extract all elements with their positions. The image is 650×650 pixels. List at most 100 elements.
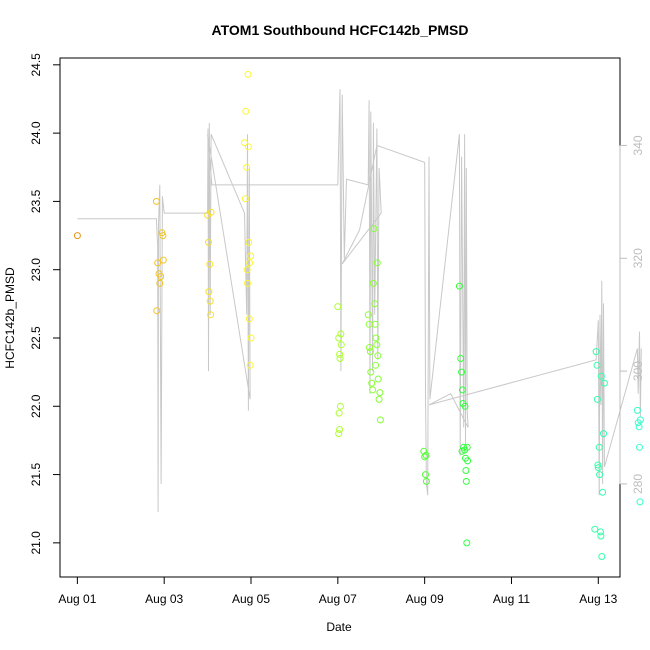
data-point <box>206 260 214 268</box>
data-point <box>335 430 343 438</box>
data-point <box>153 307 161 315</box>
data-point <box>636 498 644 506</box>
data-point <box>458 368 466 376</box>
data-point <box>152 197 160 205</box>
data-point <box>598 553 606 560</box>
data-point <box>368 379 376 387</box>
data-point <box>337 330 345 338</box>
data-point <box>463 539 471 547</box>
data-point <box>597 372 605 380</box>
data-point <box>246 361 254 369</box>
data-point <box>376 416 384 424</box>
data-point <box>595 443 603 451</box>
y-right-tick-label: 340 <box>631 135 645 155</box>
data-point <box>242 107 250 115</box>
data-point <box>159 232 167 240</box>
data-point <box>636 416 644 424</box>
y-tick-label: 24.5 <box>29 53 43 77</box>
x-tick-label: Aug 03 <box>145 592 183 606</box>
data-point <box>245 238 253 246</box>
data-point <box>374 375 382 383</box>
y-tick-label: 24.0 <box>29 121 43 145</box>
data-point <box>156 279 164 287</box>
data-point <box>374 352 382 360</box>
data-point <box>336 426 344 433</box>
data-point <box>376 389 384 397</box>
series-points <box>73 70 644 560</box>
data-point <box>599 488 607 496</box>
data-point <box>633 406 641 414</box>
data-point <box>205 288 213 296</box>
y-axis-right: 280 300 320 340 <box>619 135 645 494</box>
data-point <box>336 350 344 358</box>
x-tick-label: Aug 11 <box>493 592 530 606</box>
x-tick-label: Aug 05 <box>232 592 270 606</box>
data-point <box>73 232 81 240</box>
data-point <box>370 225 378 233</box>
data-point <box>421 453 429 461</box>
chart-title: ATOM1 Southbound HCFC142b_PMSD <box>212 22 469 38</box>
y-right-tick-label: 320 <box>631 248 645 268</box>
data-point <box>458 447 466 455</box>
data-point <box>207 208 215 216</box>
data-point <box>369 386 377 394</box>
data-point <box>375 395 383 403</box>
data-point <box>596 471 604 479</box>
y-tick-label: 21.5 <box>29 463 43 487</box>
data-point <box>372 334 380 342</box>
data-point <box>247 252 255 260</box>
series-lines <box>77 88 642 513</box>
data-point <box>159 256 167 264</box>
y-right-tick-label: 280 <box>631 474 645 494</box>
data-point <box>597 528 604 536</box>
data-point <box>336 355 344 362</box>
data-point <box>422 471 429 479</box>
data-point <box>369 279 377 287</box>
data-point <box>243 163 251 171</box>
data-point <box>245 315 253 323</box>
data-point <box>594 464 602 472</box>
concentration-line <box>77 88 642 513</box>
data-point <box>462 467 470 474</box>
data-point <box>243 266 251 274</box>
data-point <box>337 341 345 349</box>
data-point <box>422 477 430 485</box>
x-tick-label: Aug 07 <box>319 592 357 606</box>
data-point <box>336 402 344 410</box>
data-point <box>241 139 248 147</box>
data-point <box>365 320 373 328</box>
data-point <box>247 334 255 342</box>
data-point <box>244 279 251 287</box>
data-point <box>241 195 249 203</box>
data-point <box>205 238 212 246</box>
data-point <box>591 525 599 533</box>
data-point <box>373 341 381 349</box>
data-point <box>594 461 602 469</box>
data-point <box>372 361 380 369</box>
data-point <box>461 402 469 410</box>
data-point <box>593 395 601 403</box>
data-point <box>364 311 372 319</box>
y-right-tick-label: 300 <box>631 361 645 381</box>
data-point <box>600 430 607 438</box>
y-axis: 21.0 21.5 22.0 22.5 23.0 23.5 24.0 24.5 <box>29 53 61 555</box>
data-point <box>600 379 608 387</box>
data-point <box>334 303 342 311</box>
data-point <box>367 368 375 376</box>
x-tick-label: Aug 13 <box>579 592 617 606</box>
data-point <box>335 334 343 342</box>
data-point <box>593 361 601 369</box>
x-axis: Aug 01 Aug 03 Aug 05 Aug 07 Aug 09 Aug 11 Aug … <box>58 576 618 606</box>
y-axis-label: HCFC142b_PMSD <box>3 267 17 369</box>
data-point <box>207 311 215 319</box>
data-point <box>335 409 343 417</box>
data-point <box>244 143 252 151</box>
y-tick-label: 23.0 <box>29 258 43 282</box>
x-axis-label: Date <box>326 620 352 634</box>
data-point <box>597 532 605 540</box>
data-point <box>464 457 472 465</box>
data-point <box>636 443 643 451</box>
data-point <box>158 229 166 237</box>
x-tick-label: Aug 01 <box>58 592 96 606</box>
